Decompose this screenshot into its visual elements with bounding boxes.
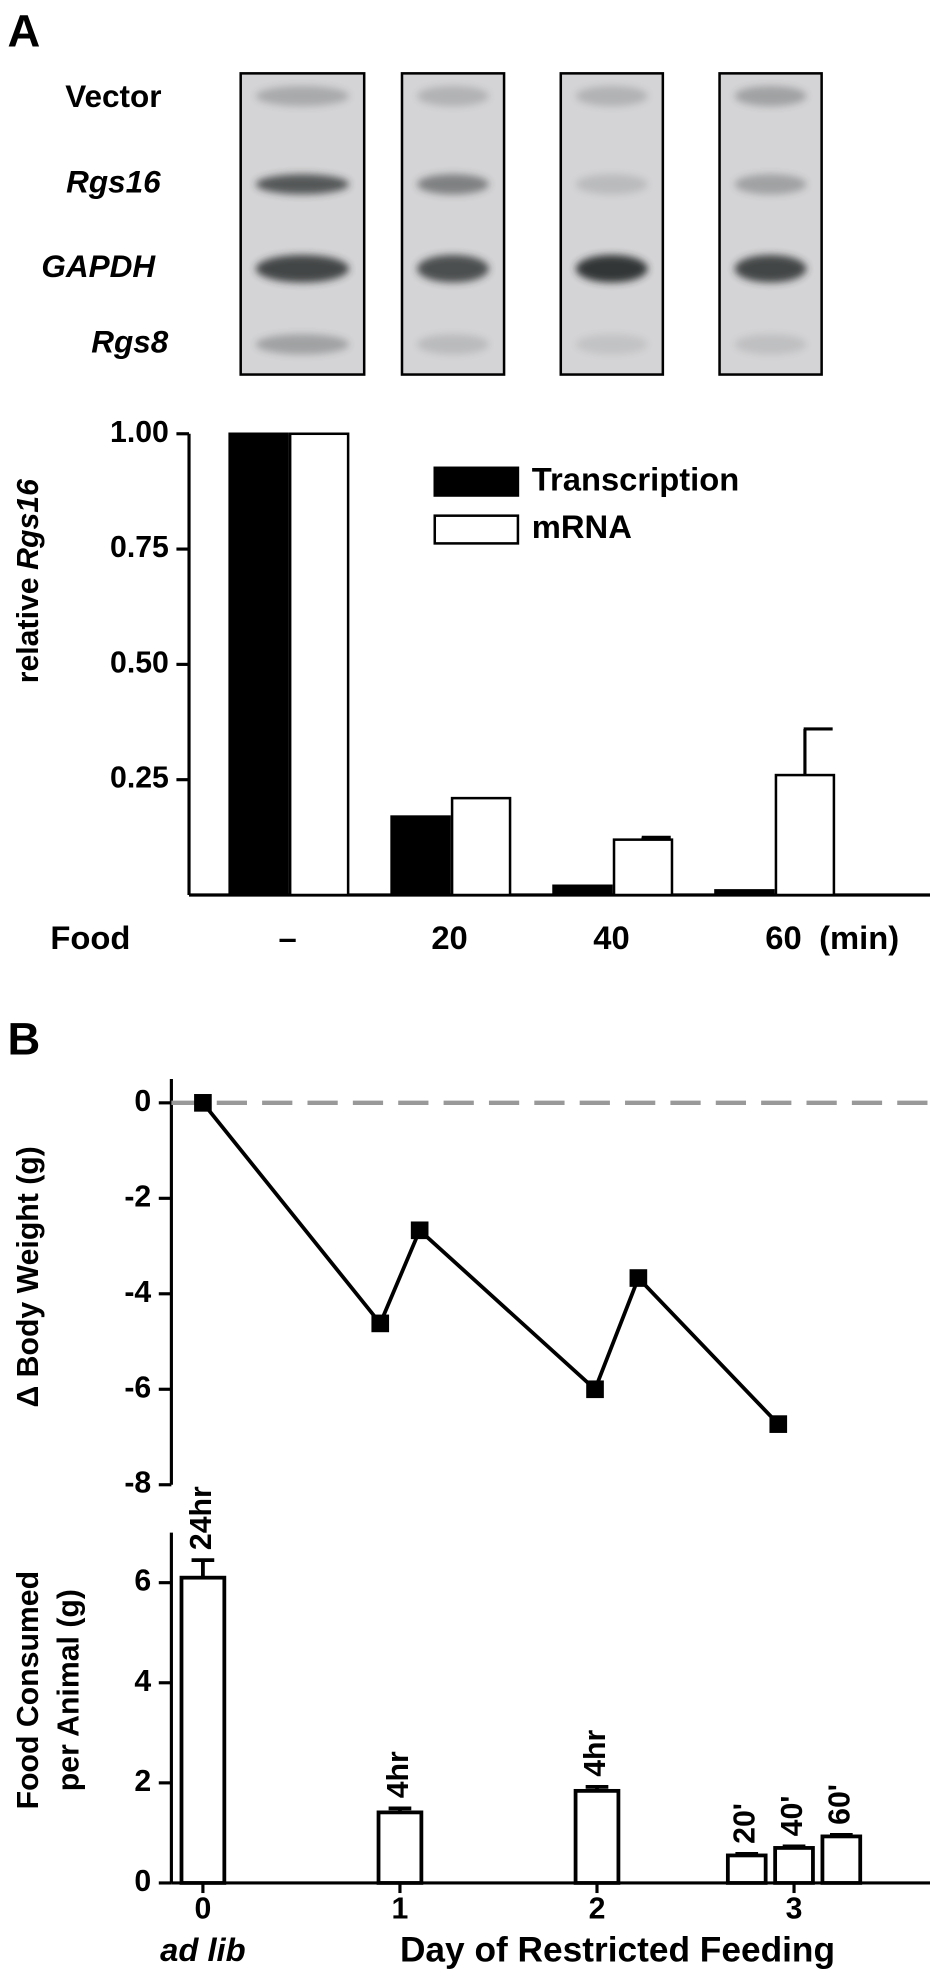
data-line (201, 1101, 780, 1426)
gel-band (575, 85, 648, 107)
gel-lane (718, 72, 823, 376)
error-bar (735, 1852, 759, 1856)
gel-lane (559, 72, 665, 376)
y-label-text: relative (12, 577, 45, 683)
legend-label: mRNA (532, 508, 632, 545)
error-bar (803, 727, 833, 776)
y-tick-label: 0 (134, 1085, 151, 1118)
gel-band (255, 174, 350, 195)
gel-band (255, 334, 350, 355)
error-bar (585, 1784, 609, 1791)
y-tick-label: 0.25 (110, 762, 169, 795)
y-tick-label: 1.00 (110, 416, 169, 449)
bar (552, 884, 613, 897)
y-tick-label: -4 (124, 1276, 151, 1309)
bar (390, 815, 451, 897)
y-axis-label: per Animal (g) (53, 1589, 86, 1791)
error-bar (641, 835, 671, 840)
y-tick-label: 0.50 (110, 646, 169, 679)
error-bar (782, 1844, 806, 1849)
gel-band (734, 85, 807, 107)
bar (288, 432, 350, 897)
gel-band (417, 254, 489, 283)
y-tick-label: 4 (134, 1665, 151, 1698)
x-axis-label: Food (50, 919, 130, 956)
bar (179, 1575, 227, 1885)
bar (774, 773, 836, 897)
gel-band (255, 85, 350, 107)
y-tick-label: 2 (134, 1765, 151, 1798)
gel-band (575, 334, 648, 355)
bar-label: 4hr (382, 1751, 415, 1798)
gel-band (575, 174, 648, 195)
marker (194, 1094, 212, 1112)
legend-swatch (433, 514, 520, 545)
bar (376, 1810, 424, 1885)
legend-swatch (433, 466, 520, 497)
x-tick-label: 60 (765, 919, 801, 956)
bar (820, 1834, 863, 1885)
blot-label: Rgs16 (66, 164, 161, 200)
gel-band (417, 334, 489, 355)
y-axis-label: Δ Body Weight (g) (12, 1146, 45, 1407)
marker (629, 1269, 648, 1287)
bar-label: 60' (823, 1784, 856, 1825)
y-label-italic: Rgs16 (12, 479, 45, 570)
y-tick-label: 0.75 (110, 531, 169, 564)
x-unit: (min) (819, 919, 899, 956)
panel-letter: B (8, 1013, 41, 1064)
gel-lanes (239, 72, 823, 376)
gel-band (417, 85, 489, 107)
gel-band (575, 254, 648, 283)
y-axis-label: Food Consumed (12, 1571, 45, 1810)
x-tick-label: 20 (431, 919, 467, 956)
gel-band (255, 254, 350, 283)
error-bar (388, 1806, 412, 1813)
x-sublabel: ad lib (160, 1931, 246, 1968)
bar (612, 838, 674, 897)
y-tick-label: -2 (124, 1180, 151, 1213)
x-tick-label: 0 (194, 1893, 211, 1926)
bar-label: 24hr (185, 1486, 218, 1550)
gel-band (734, 334, 807, 355)
legend-label: Transcription (532, 460, 739, 497)
bar-label: 40' (776, 1796, 809, 1837)
y-tick-label: -6 (124, 1371, 151, 1404)
x-tick-label: 40 (593, 919, 629, 956)
bar (725, 1853, 768, 1885)
x-tick-label: 1 (392, 1893, 409, 1926)
blot-label: Vector (65, 78, 161, 114)
gel-band (734, 174, 807, 195)
x-tick-label: 3 (786, 1893, 803, 1926)
x-tick-label: 2 (589, 1893, 606, 1926)
y-tick-label: 0 (134, 1865, 151, 1898)
error-bar (829, 1833, 853, 1837)
y-tick-label: -8 (124, 1467, 151, 1500)
blot: Vector Rgs16 GAPDH Rgs8 (41, 72, 823, 376)
bar-label: 4hr (579, 1730, 612, 1777)
gel-band (417, 174, 489, 195)
marker (371, 1314, 390, 1333)
blot-label: GAPDH (41, 248, 156, 284)
error-bar (191, 1558, 215, 1578)
blot-label: Rgs8 (91, 324, 169, 360)
bar (450, 796, 512, 897)
x-tick-label: – (279, 919, 297, 956)
marker (769, 1415, 788, 1433)
y-tick-label: 6 (134, 1565, 151, 1598)
marker (410, 1221, 429, 1240)
marker (586, 1380, 604, 1399)
bar-label: 20' (729, 1803, 762, 1844)
x-axis-label: Day of Restricted Feeding (400, 1931, 835, 1970)
gel-band (734, 254, 807, 283)
panel-letter: A (8, 5, 41, 56)
bar (714, 889, 775, 897)
gel-lane (239, 72, 366, 376)
bar (773, 1846, 815, 1885)
gel-lane (400, 72, 506, 376)
bar (228, 432, 289, 897)
bar (573, 1788, 621, 1885)
y-axis-label: relative Rgs16 (12, 479, 45, 683)
